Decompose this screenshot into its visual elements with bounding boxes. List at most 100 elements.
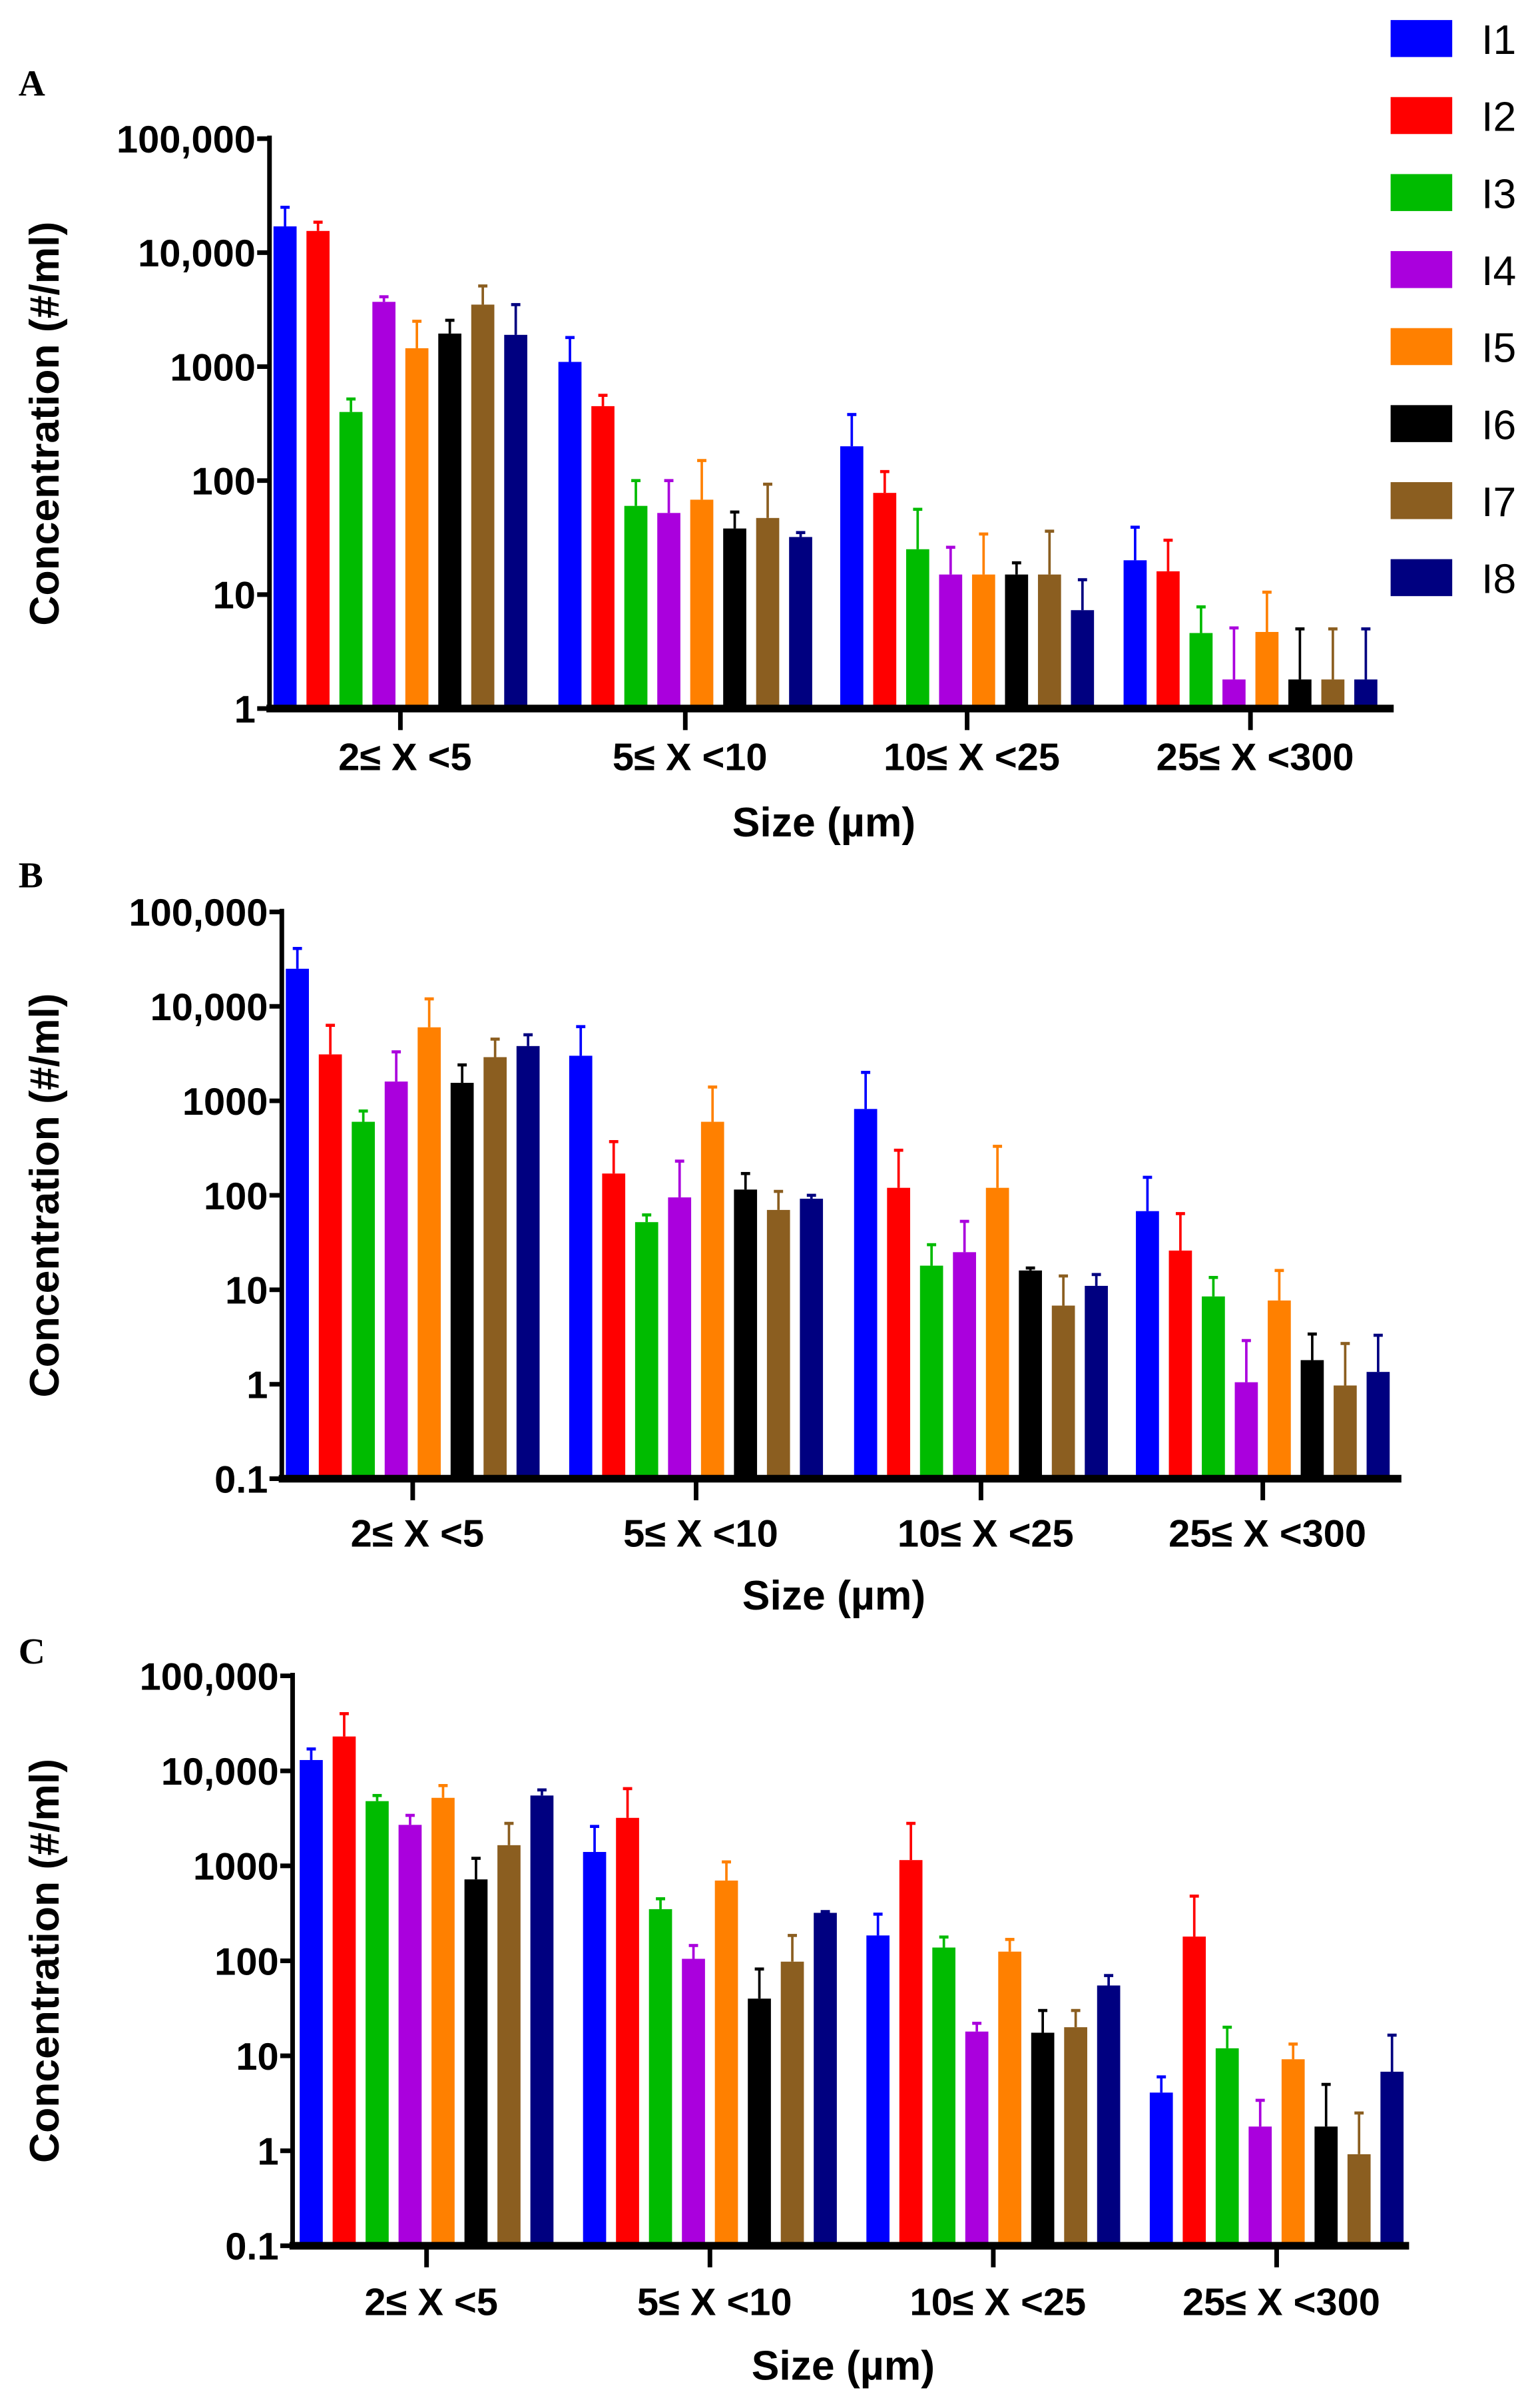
bar-I5-0 — [405, 348, 429, 709]
bar-I6-0 — [438, 333, 461, 709]
bar-I1-3 — [1149, 2092, 1173, 2246]
bar-I3-3 — [1189, 633, 1213, 709]
y-tick-label: 100,000 — [117, 119, 256, 161]
bar-I2-1 — [591, 406, 615, 709]
bar-I3-1 — [635, 1222, 658, 1479]
bar-I6-1 — [748, 1998, 771, 2246]
bar-I8-3 — [1380, 2072, 1404, 2246]
bar-I8-2 — [1071, 610, 1095, 709]
bar-I8-2 — [1097, 1985, 1121, 2246]
bar-I3-3 — [1215, 2048, 1239, 2246]
chart-panel-A: A 1 10 100 1000 10,000 100,000 2≤ X <5 5≤ X <10 1… — [19, 63, 1394, 846]
bar-I2-2 — [873, 493, 897, 709]
bar-I8-3 — [1366, 1372, 1390, 1479]
bar-I6-3 — [1300, 1360, 1324, 1479]
legend-swatch-I5 — [1390, 328, 1453, 366]
bar-I1-1 — [558, 362, 582, 709]
bar-I8-0 — [530, 1795, 554, 2246]
bar-I2-1 — [602, 1173, 626, 1479]
bar-I2-0 — [318, 1054, 342, 1479]
bar-I4-0 — [398, 1825, 422, 2246]
chart-panel-B: B 0.1 1 10 100 1000 10,000 100,000 2≤ X <5 5≤ X <… — [19, 855, 1402, 1619]
y-tick-label: 1000 — [182, 1081, 268, 1123]
bar-I6-0 — [464, 1879, 488, 2246]
bar-I7-2 — [1037, 574, 1061, 709]
bar-I5-3 — [1268, 1300, 1291, 1479]
bar-I1-0 — [273, 226, 297, 709]
bar-I7-0 — [497, 1845, 521, 2246]
bar-I5-1 — [690, 499, 714, 709]
bar-I1-1 — [583, 1852, 607, 2246]
y-tick-label: 100,000 — [128, 892, 268, 934]
bar-I2-3 — [1182, 1937, 1206, 2246]
y-tick-label: 10,000 — [138, 232, 256, 275]
bar-I4-2 — [953, 1252, 976, 1479]
x-tick-label: 10≤ X <25 — [898, 1512, 1074, 1555]
bar-I2-2 — [887, 1187, 910, 1479]
y-tick-label: 1000 — [193, 1846, 279, 1889]
bar-I7-1 — [756, 517, 780, 709]
x-tick-label: 5≤ X <10 — [623, 1512, 778, 1555]
bar-I4-0 — [372, 302, 395, 709]
bar-I7-2 — [1064, 2027, 1087, 2246]
panel-letter: B — [19, 855, 43, 896]
bar-I2-1 — [616, 1817, 639, 2246]
y-tick-label: 100 — [214, 1941, 278, 1983]
legend-swatch-I4 — [1390, 251, 1453, 288]
bar-I5-2 — [985, 1187, 1009, 1479]
bar-I2-3 — [1156, 571, 1180, 709]
bar-I2-0 — [332, 1736, 356, 2246]
bar-I6-3 — [1288, 679, 1312, 709]
bar-I1-3 — [1136, 1211, 1159, 1479]
bar-I6-0 — [450, 1083, 474, 1479]
bar-I3-1 — [648, 1909, 672, 2246]
x-axis-title: Size (µm) — [752, 2343, 935, 2389]
bar-I3-2 — [905, 549, 929, 709]
bar-I6-1 — [723, 528, 746, 709]
bar-I6-2 — [1031, 2032, 1055, 2246]
bar-I7-1 — [780, 1961, 804, 2246]
y-axis-title: Concentration (#/ml) — [21, 1759, 68, 2163]
y-tick-label: 10 — [225, 1270, 268, 1313]
bar-I1-3 — [1123, 560, 1147, 709]
legend-label: I3 — [1481, 170, 1516, 217]
chart-panel-C: C 0.1 1 10 100 1000 10,000 100,000 2≤ X <5 5≤ X <… — [19, 1632, 1410, 2389]
bar-I5-3 — [1255, 631, 1279, 709]
x-tick-label: 25≤ X <300 — [1168, 1512, 1366, 1555]
x-tick-label: 10≤ X <25 — [884, 737, 1060, 779]
bar-I2-0 — [306, 230, 330, 709]
bar-I7-0 — [483, 1057, 507, 1479]
bar-I7-2 — [1051, 1305, 1075, 1479]
bar-I3-1 — [624, 505, 648, 709]
y-axis-title: Concentration (#/ml) — [21, 993, 68, 1397]
legend-label: I8 — [1481, 556, 1516, 603]
bar-I5-0 — [431, 1797, 455, 2246]
bar-I5-0 — [417, 1027, 441, 1479]
legend-swatch-I8 — [1390, 559, 1453, 597]
bar-I8-0 — [516, 1046, 540, 1479]
bar-I4-0 — [384, 1081, 408, 1479]
bar-I4-2 — [965, 2031, 989, 2246]
bar-I4-3 — [1248, 2126, 1272, 2246]
y-tick-label: 1 — [234, 689, 256, 731]
bar-I1-2 — [840, 446, 864, 709]
x-tick-label: 5≤ X <10 — [613, 737, 768, 779]
legend-label: I6 — [1481, 402, 1516, 448]
y-tick-label: 10 — [236, 2036, 278, 2078]
bar-I7-0 — [471, 304, 495, 709]
bar-I8-0 — [504, 334, 527, 709]
bar-I3-2 — [932, 1947, 955, 2246]
y-tick-label: 1 — [246, 1364, 268, 1406]
legend-swatch-I2 — [1390, 97, 1453, 135]
bar-I1-1 — [569, 1055, 593, 1479]
x-tick-label: 2≤ X <5 — [338, 737, 471, 779]
bar-I8-1 — [789, 537, 812, 709]
legend-swatch-I1 — [1390, 20, 1453, 57]
bar-I5-2 — [998, 1951, 1021, 2246]
bar-I5-2 — [971, 574, 995, 709]
y-tick-label: 1000 — [170, 346, 256, 389]
y-axis-title: Concentration (#/ml) — [21, 222, 68, 626]
x-tick-label: 25≤ X <300 — [1182, 2281, 1380, 2323]
bar-I3-2 — [919, 1265, 943, 1479]
